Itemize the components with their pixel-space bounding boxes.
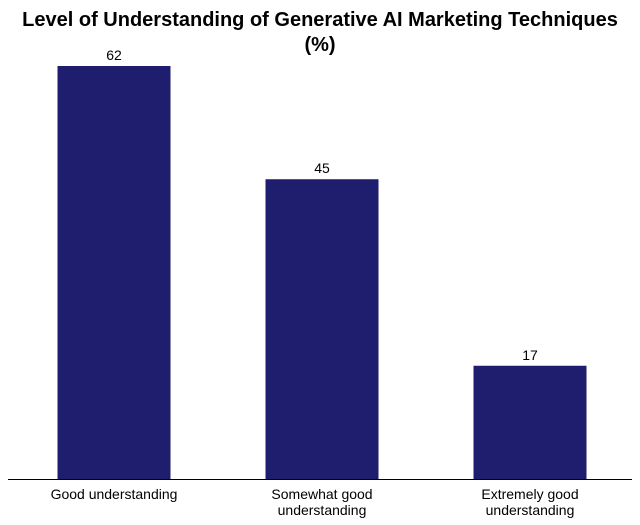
- category-label-1-line-0: Somewhat good: [271, 486, 372, 502]
- category-label-1: Somewhat good understanding: [271, 486, 372, 518]
- bar-1: [265, 179, 379, 479]
- bar-0: [57, 66, 171, 479]
- value-label-0: 62: [106, 47, 122, 63]
- chart-title: Level of Understanding of Generative AI …: [0, 8, 640, 58]
- value-labels-group: 62 45 17: [106, 47, 538, 363]
- category-label-2-line-1: understanding: [486, 502, 575, 518]
- bars-group: [57, 66, 587, 479]
- category-label-0: Good understanding: [51, 486, 178, 502]
- bar-2: [473, 365, 587, 479]
- category-label-0-line-0: Good understanding: [51, 486, 178, 502]
- value-label-1: 45: [314, 160, 330, 176]
- value-label-2: 17: [522, 347, 538, 363]
- category-labels-group: Good understanding Somewhat good understan…: [51, 486, 579, 518]
- chart-title-line-2: (%): [304, 34, 336, 56]
- category-label-2: Extremely good understanding: [481, 486, 578, 518]
- chart-title-line-1: Level of Understanding of Generative AI …: [22, 9, 618, 31]
- category-label-2-line-0: Extremely good: [481, 486, 578, 502]
- category-label-1-line-1: understanding: [278, 502, 367, 518]
